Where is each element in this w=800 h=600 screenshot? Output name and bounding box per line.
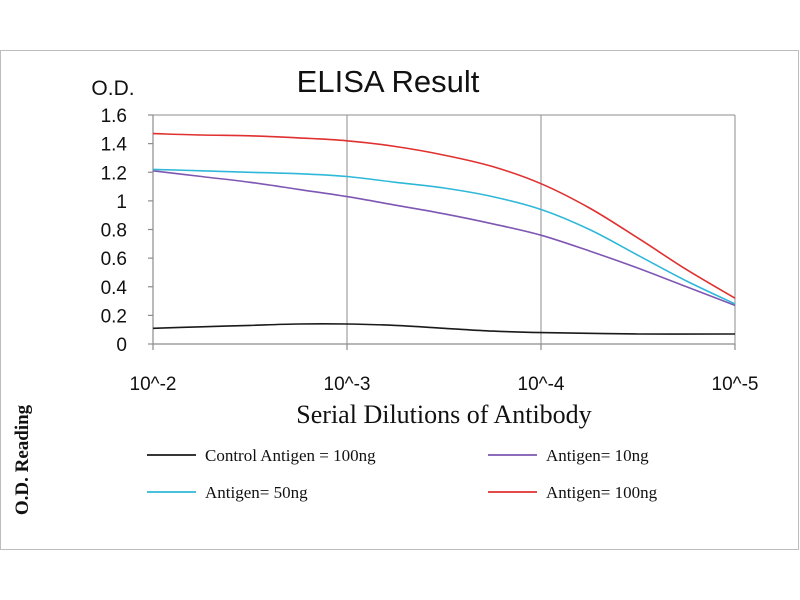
y-tick-label: 0.4: [101, 278, 128, 299]
series-line-4: [152, 132, 736, 299]
legend-label-4: Antigen= 100ng: [546, 483, 658, 502]
y-tick-label: 1.6: [101, 106, 127, 127]
grid-lines: [153, 114, 736, 344]
series-line-3: [152, 168, 736, 305]
chart-frame: [0, 50, 799, 550]
x-tick-label: 10^-5: [712, 374, 759, 395]
legend-label-2: Antigen= 10ng: [546, 446, 649, 465]
tick-labels: 0 0.2 0.4 0.6 0.8 1 1.2 1.4 1.6 10^-2 10^-3 10^-4 10…: [101, 106, 759, 395]
y-tick-label: 1: [116, 192, 127, 213]
series-line-1: [152, 322, 736, 335]
legend-label-1: Control Antigen = 100ng: [205, 446, 376, 465]
legend-label-3: Antigen= 50ng: [205, 483, 308, 502]
x-tick-label: 10^-4: [518, 374, 565, 395]
chart-title: ELISA Result: [297, 64, 480, 99]
axes: [148, 114, 736, 350]
legend: Control Antigen = 100ng Antigen= 10ng Anti…: [147, 446, 658, 502]
y-tick-label: 1.2: [101, 163, 127, 184]
y-tick-label: 0.6: [101, 249, 127, 270]
x-axis-label: Serial Dilutions of Antibody: [296, 400, 591, 429]
y-axis-top-label: O.D.: [91, 77, 134, 100]
y-tick-label: 0.8: [101, 221, 127, 242]
y-tick-label: 0: [116, 335, 127, 356]
series-lines: [152, 132, 736, 335]
x-tick-label: 10^-3: [324, 374, 371, 395]
y-tick-label: 0.2: [101, 306, 127, 327]
y-tick-label: 1.4: [101, 135, 128, 156]
x-tick-label: 10^-2: [130, 374, 177, 395]
series-line-2: [152, 170, 736, 307]
y-axis-side-label: O.D. Reading: [12, 404, 33, 515]
